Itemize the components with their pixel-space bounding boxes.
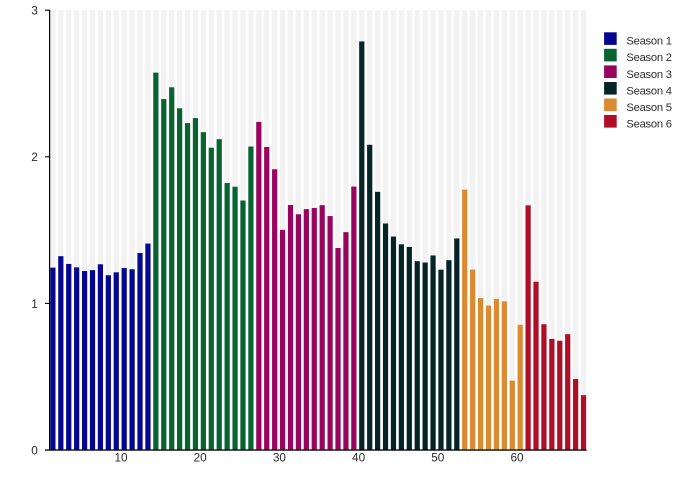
svg-text:40: 40 — [352, 451, 366, 465]
svg-text:Season 1: Season 1 — [626, 36, 671, 48]
svg-text:Season 6: Season 6 — [626, 119, 671, 131]
svg-text:50: 50 — [431, 451, 445, 465]
svg-text:10: 10 — [114, 451, 128, 465]
svg-text:0: 0 — [31, 443, 38, 457]
svg-text:30: 30 — [273, 451, 287, 465]
svg-text:Season 4: Season 4 — [626, 85, 671, 97]
svg-text:Season 3: Season 3 — [626, 69, 671, 81]
svg-text:60: 60 — [510, 451, 524, 465]
svg-text:1: 1 — [31, 297, 38, 311]
svg-text:20: 20 — [194, 451, 208, 465]
svg-text:Season 2: Season 2 — [626, 52, 671, 64]
svg-text:3: 3 — [31, 4, 38, 18]
svg-text:2: 2 — [31, 150, 38, 164]
svg-text:Season 5: Season 5 — [626, 102, 671, 114]
